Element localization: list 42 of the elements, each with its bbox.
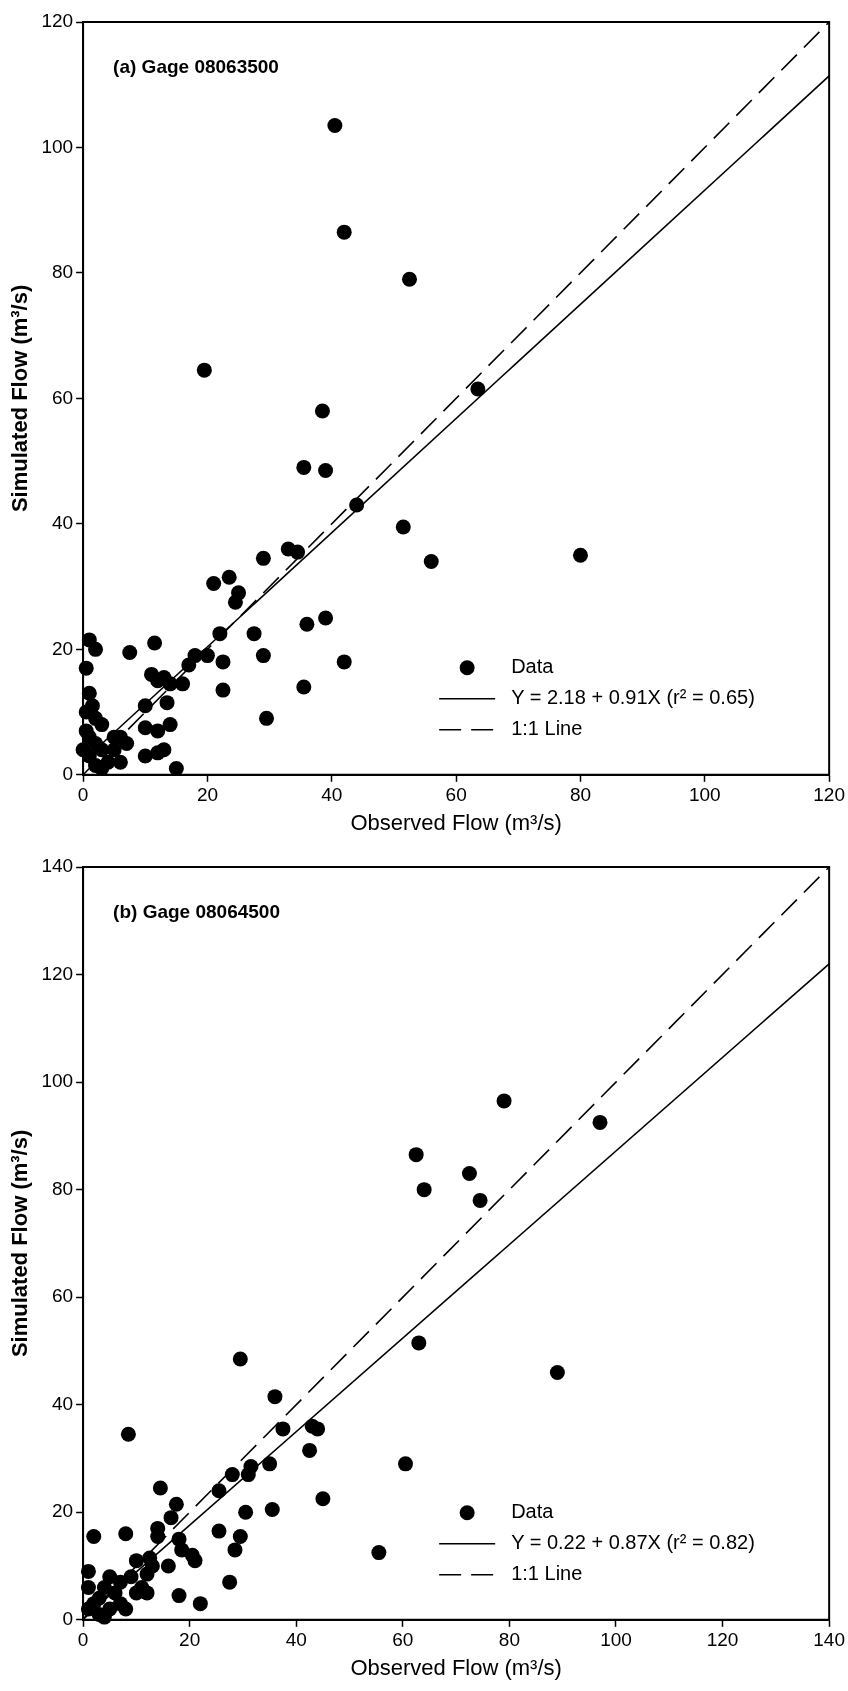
text: (a) Gage 08063500 bbox=[113, 56, 279, 78]
y-tick-label: 80 bbox=[51, 261, 74, 283]
y-tick-label: 0 bbox=[62, 1608, 74, 1630]
x-tick-label: 100 bbox=[600, 1629, 632, 1651]
legend-label: Data bbox=[511, 1500, 555, 1523]
legend-label: Y = 0.22 + 0.87X (r² = 0.82) bbox=[511, 1531, 755, 1554]
y-tick-label: 80 bbox=[51, 1177, 74, 1199]
x-tick-label: 40 bbox=[321, 784, 343, 806]
y-tick-label: 100 bbox=[41, 1070, 74, 1092]
y-tick-label: 120 bbox=[41, 962, 74, 984]
x-axis-title: Observed Flow (m³/s) bbox=[350, 809, 562, 835]
y-axis-title: Simulated Flow (m³/s) bbox=[7, 284, 33, 513]
x-tick-label: 80 bbox=[498, 1629, 520, 1651]
x-tick-label: 40 bbox=[285, 1629, 307, 1651]
x-tick-label: 60 bbox=[392, 1629, 414, 1651]
y-tick-label: 120 bbox=[41, 10, 74, 32]
legend-label: 1:1 Line bbox=[511, 717, 583, 740]
x-tick-label: 100 bbox=[688, 784, 721, 806]
y-tick-label: 0 bbox=[62, 763, 74, 785]
y-tick-label: 40 bbox=[51, 512, 74, 534]
y-tick-label: 140 bbox=[41, 855, 74, 877]
y-tick-label: 60 bbox=[51, 1285, 74, 1307]
x-tick-label: 120 bbox=[813, 784, 845, 806]
legend-label: 1:1 Line bbox=[511, 1562, 583, 1585]
x-tick-label: 0 bbox=[77, 784, 89, 806]
x-tick-label: 20 bbox=[179, 1629, 201, 1651]
y-tick-label: 20 bbox=[51, 1500, 74, 1522]
x-tick-label: 80 bbox=[569, 784, 592, 806]
y-tick-label: 40 bbox=[51, 1392, 74, 1414]
x-tick-label: 140 bbox=[813, 1629, 845, 1651]
x-tick-label: 0 bbox=[77, 1629, 89, 1651]
x-axis-title: Observed Flow (m³/s) bbox=[350, 1654, 562, 1680]
y-tick-label: 100 bbox=[41, 135, 74, 157]
x-tick-label: 60 bbox=[445, 784, 467, 806]
y-axis-title: Simulated Flow (m³/s) bbox=[7, 1129, 33, 1358]
legend-label: Y = 2.18 + 0.91X (r² = 0.65) bbox=[511, 686, 755, 709]
text: (b) Gage 08064500 bbox=[113, 901, 280, 923]
legend-label: Data bbox=[511, 655, 555, 678]
x-tick-label: 20 bbox=[196, 784, 219, 806]
x-tick-label: 120 bbox=[706, 1629, 739, 1651]
y-tick-label: 60 bbox=[51, 386, 74, 408]
y-tick-label: 20 bbox=[51, 637, 74, 659]
